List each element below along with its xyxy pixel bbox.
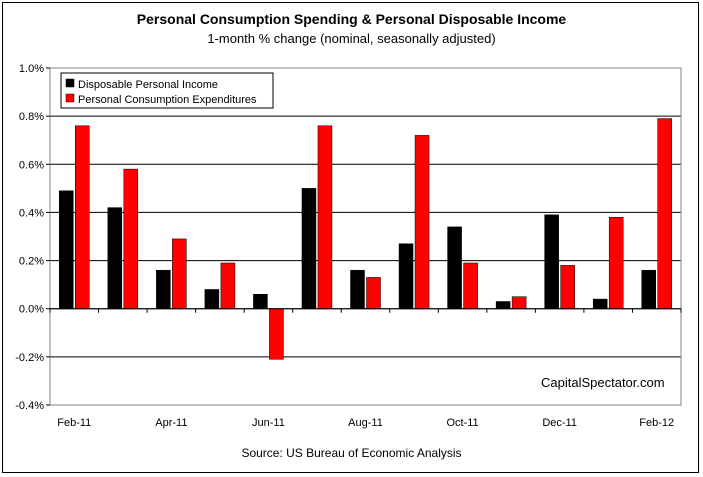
gridlines (50, 115, 681, 358)
bar-income-feb-11 (59, 190, 74, 309)
bar-spending-oct-11 (463, 262, 478, 309)
legend-swatch-spending (65, 93, 75, 103)
bar-spending-dec-11 (560, 265, 575, 309)
chart-subtitle: 1-month % change (nominal, seasonally ad… (207, 31, 496, 46)
axes (46, 67, 682, 406)
y-tick-label: 1.0% (19, 63, 44, 75)
legend-swatch-income (65, 78, 75, 88)
bar-income-feb-12 (641, 269, 656, 309)
y-tick-label: 0.0% (19, 304, 44, 316)
legend-label-spending: Personal Consumption Expenditures (78, 94, 257, 106)
y-tick-label: 0.4% (19, 207, 44, 219)
bar-spending-nov-11 (511, 296, 527, 309)
bar-spending-feb-12 (657, 118, 672, 309)
source-note: Source: US Bureau of Economic Analysis (241, 446, 462, 460)
bar-spending-aug-11 (366, 277, 381, 309)
x-tick-label: Jun-11 (252, 417, 285, 429)
x-tick-label: Oct-11 (446, 417, 478, 429)
bars (59, 118, 672, 360)
x-tick-label: Feb-11 (57, 417, 91, 429)
bar-income-apr-11 (156, 269, 171, 309)
bar-spending-may-11 (220, 262, 236, 309)
bar-income-dec-11 (544, 214, 559, 309)
legend: Disposable Personal Income Personal Cons… (60, 72, 274, 109)
y-tick-label: 0.2% (19, 256, 44, 268)
legend-box (60, 72, 274, 109)
bar-income-mar-11 (107, 207, 123, 309)
bar-income-jul-11 (301, 188, 317, 309)
y-tick-label: 0.6% (19, 159, 44, 171)
bar-spending-mar-11 (123, 168, 139, 309)
x-tick-label: Dec-11 (542, 417, 577, 429)
legend-label-income: Disposable Personal Income (78, 79, 218, 91)
y-tick-label: 0.8% (19, 111, 44, 123)
x-axis-labels: Feb-11 Apr-11 Jun-11 Aug-11 Oct-11 Dec-11 Feb-… (57, 417, 674, 429)
x-tick-label: Aug-11 (348, 417, 383, 429)
x-tick-label: Apr-11 (155, 417, 187, 429)
y-axis-labels: -0.4% -0.2% 0.0% 0.2% 0.4% 0.6% 0.8% 1.0% (15, 63, 44, 412)
bar-spending-jul-11 (317, 125, 333, 309)
bar-income-oct-11 (447, 226, 462, 309)
bar-spending-sep-11 (414, 135, 430, 309)
bar-income-nov-11 (495, 301, 511, 309)
y-tick-label: -0.4% (15, 400, 44, 412)
bar-income-may-11 (204, 289, 220, 309)
bar-spending-jun-11 (269, 308, 284, 360)
bar-spending-jan-12 (608, 216, 624, 309)
bar-income-jun-11 (253, 294, 268, 309)
y-tick-label: -0.2% (15, 352, 44, 364)
plot-area (49, 67, 682, 406)
bar-spending-apr-11 (172, 238, 187, 309)
bar-income-sep-11 (398, 243, 414, 309)
bar-income-jan-12 (592, 298, 608, 309)
watermark: CapitalSpectator.com (541, 375, 665, 390)
bar-spending-feb-11 (75, 125, 90, 309)
x-tick-label: Feb-12 (639, 417, 674, 429)
chart-title: Personal Consumption Spending & Personal… (136, 11, 567, 27)
bar-income-aug-11 (350, 269, 365, 309)
